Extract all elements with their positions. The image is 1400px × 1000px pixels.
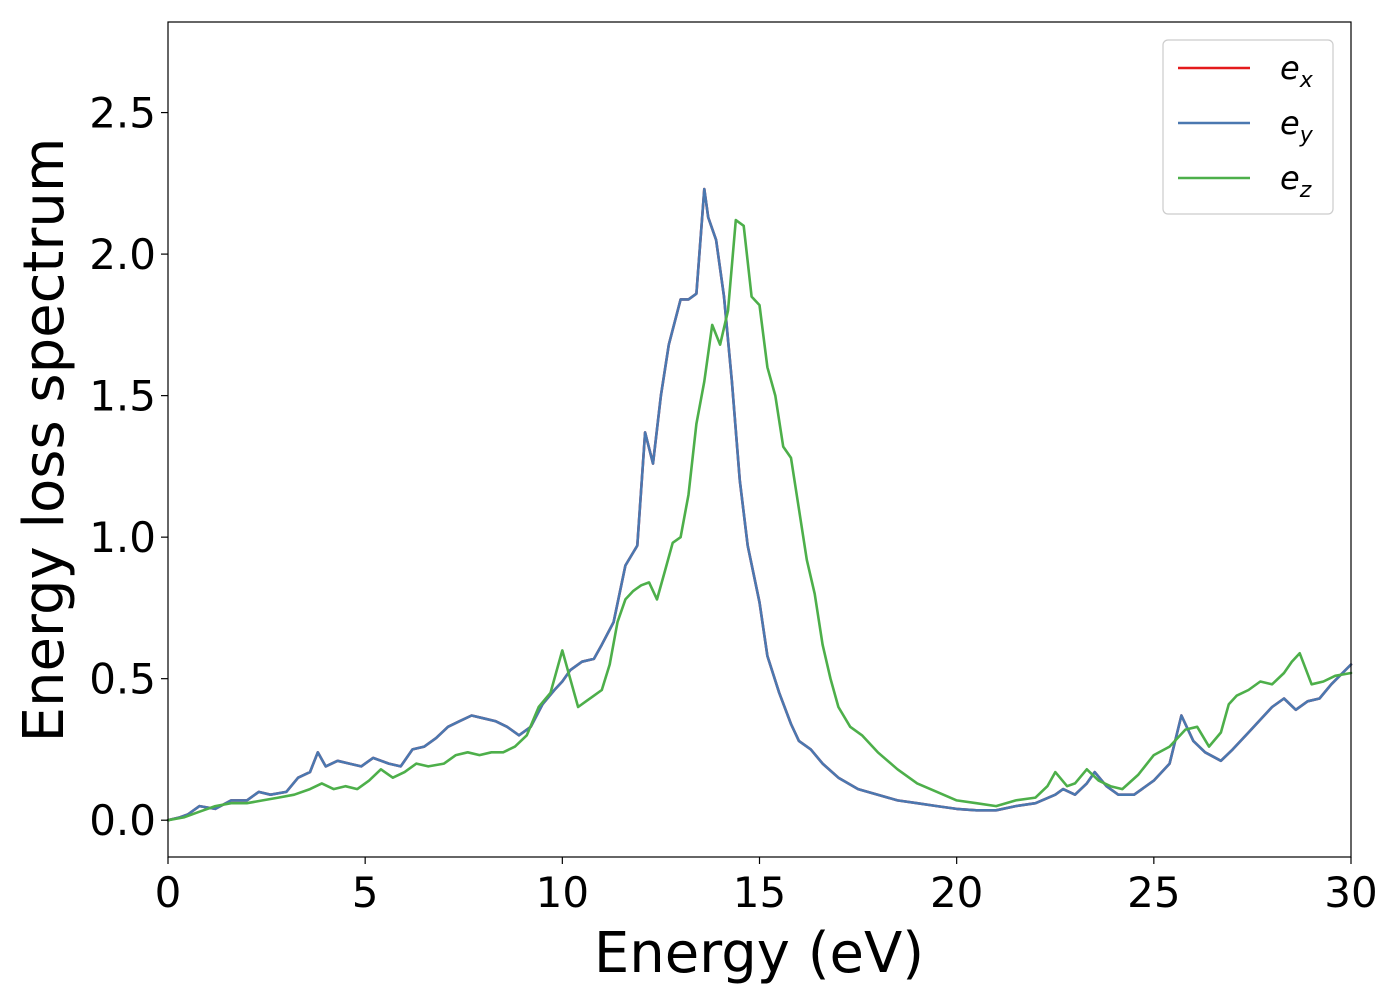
x-tick-label: 30 <box>1324 868 1377 917</box>
series-line-z <box>166 218 1353 822</box>
x-tick-label: 20 <box>930 868 983 917</box>
y-tick-label: 0.5 <box>89 655 156 704</box>
x-tick-label: 25 <box>1127 868 1180 917</box>
x-tick-label: 0 <box>155 868 182 917</box>
y-tick-label: 1.5 <box>89 372 156 421</box>
legend-label-x: ex <box>1280 49 1314 93</box>
x-axis-label: Energy (eV) <box>594 921 924 986</box>
y-tick-label: 1.0 <box>89 513 156 562</box>
y-tick-label: 0.0 <box>89 796 156 845</box>
legend: ex ey ez <box>1162 39 1334 215</box>
series-line-y <box>166 187 1353 822</box>
legend-label-z: ez <box>1280 159 1312 203</box>
plot-background <box>168 22 1351 857</box>
legend-label-y: ey <box>1280 104 1314 148</box>
series-lines <box>166 187 1353 822</box>
y-axis-ticks: 0.0 0.5 1.0 1.5 2.0 2.5 <box>89 89 168 845</box>
legend-box <box>1162 39 1334 215</box>
x-tick-label: 5 <box>352 868 379 917</box>
x-axis-ticks: 0 5 10 15 20 25 30 <box>155 857 1378 917</box>
y-tick-label: 2.0 <box>89 230 156 279</box>
y-tick-label: 2.5 <box>89 89 156 138</box>
x-tick-label: 10 <box>536 868 589 917</box>
x-tick-label: 15 <box>733 868 786 917</box>
y-axis-label: Energy loss spectrum <box>12 138 77 743</box>
